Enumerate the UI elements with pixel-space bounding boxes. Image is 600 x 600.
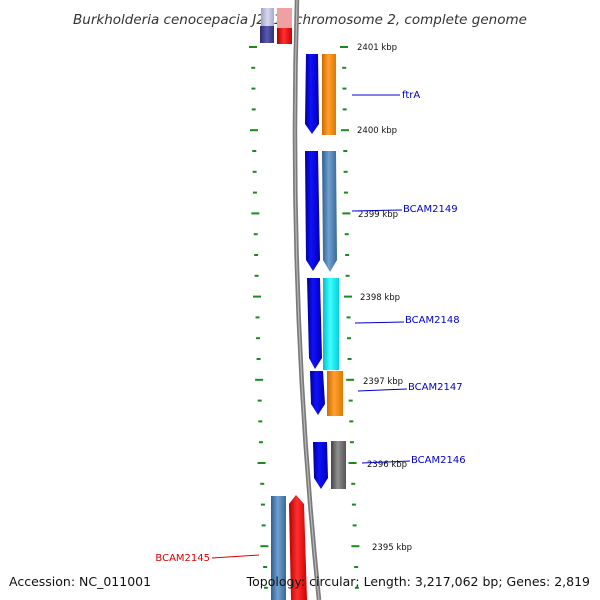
feature-bcam2148-cyan <box>323 278 339 370</box>
feature-bcam2146-cds <box>313 442 328 489</box>
feature-bcam2146-gray <box>331 441 346 489</box>
genome-summary-text: Topology: circular; Length: 3,217,062 bp… <box>246 574 590 589</box>
feature-top-pink <box>277 8 292 28</box>
leader-line-bcam2146 <box>361 460 411 464</box>
tick-label: 2400 kbp <box>357 126 397 136</box>
gene-label-bcam2148[interactable]: BCAM2148 <box>405 315 460 326</box>
feature-bcam2149-gene <box>322 151 337 272</box>
feature-top-red <box>277 28 292 44</box>
gene-label-bcam2149[interactable]: BCAM2149 <box>403 204 458 215</box>
map-title: Burkholderia cenocepacia J2315 chromosom… <box>73 12 527 28</box>
accession-text: Accession: NC_011001 <box>9 574 151 589</box>
tick-label: 2396 kbp <box>367 460 407 470</box>
leader-line-bcam2147 <box>357 388 408 392</box>
tick-label: 2398 kbp <box>360 293 400 303</box>
tick-label: 2395 kbp <box>372 543 412 553</box>
feature-bcam2145-cds <box>289 495 307 600</box>
feature-bcam2145-gene <box>271 496 286 600</box>
feature-bcam2147-rna <box>327 371 343 416</box>
leader-line-bcam2148 <box>354 321 405 324</box>
gene-label-bcam2146[interactable]: BCAM2146 <box>411 455 466 466</box>
feature-bcam2149-cds <box>305 151 320 271</box>
leader-line-bcam2145 <box>211 554 260 559</box>
feature-ftra-cds <box>305 54 319 134</box>
gene-label-ftra[interactable]: ftrA <box>402 90 420 101</box>
feature-bcam2147-cds <box>310 371 325 415</box>
tick-label: 2399 kbp <box>358 210 398 220</box>
right-scale <box>340 46 360 589</box>
leader-line-bcam2149 <box>351 209 403 212</box>
tick-label: 2397 kbp <box>363 377 403 387</box>
feature-bcam2148-cds <box>307 278 322 369</box>
left-scale <box>249 46 269 589</box>
tick-label: 2401 kbp <box>357 43 397 53</box>
feature-top-lavender <box>261 8 274 26</box>
feature-top-navy <box>260 26 274 43</box>
gene-label-bcam2145[interactable]: BCAM2145 <box>155 553 210 564</box>
feature-ftra-rna <box>322 54 336 135</box>
gene-label-bcam2147[interactable]: BCAM2147 <box>408 382 463 393</box>
